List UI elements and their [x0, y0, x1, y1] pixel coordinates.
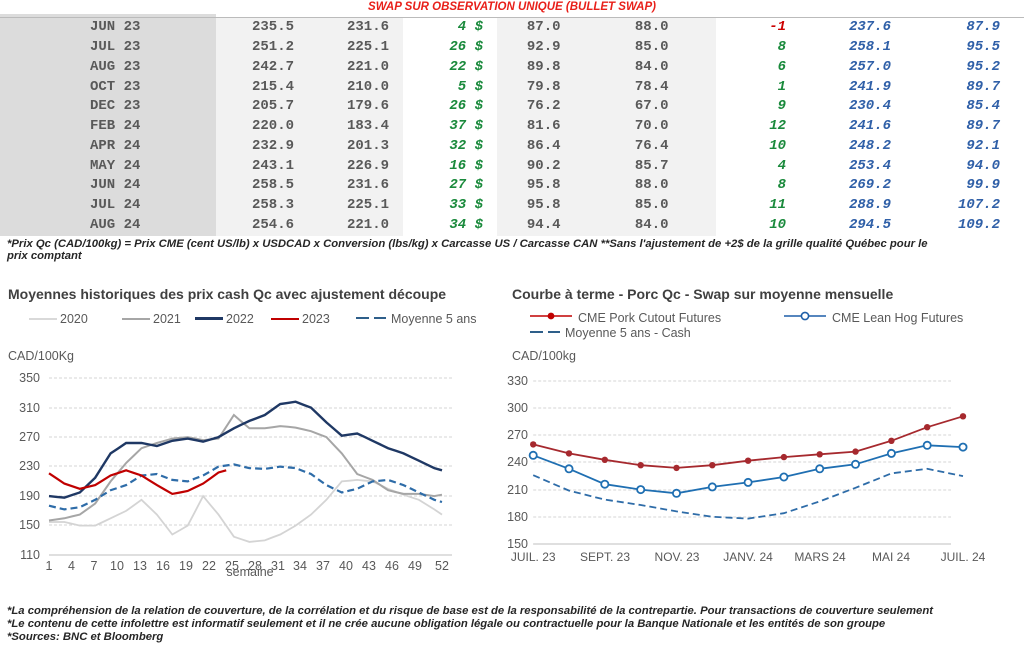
svg-text:330: 330	[507, 374, 528, 388]
svg-text:150: 150	[507, 537, 528, 551]
svg-text:JUIL. 24: JUIL. 24	[941, 550, 986, 564]
svg-text:JUIL. 23: JUIL. 23	[511, 550, 556, 564]
svg-text:180: 180	[507, 510, 528, 524]
svg-text:NOV. 23: NOV. 23	[655, 550, 700, 564]
svg-text:230: 230	[19, 459, 40, 473]
svg-text:16: 16	[156, 559, 170, 573]
svg-text:7: 7	[91, 559, 98, 573]
svg-text:190: 190	[19, 489, 40, 503]
svg-text:4: 4	[68, 559, 75, 573]
svg-text:1: 1	[46, 559, 53, 573]
svg-text:270: 270	[19, 430, 40, 444]
svg-text:150: 150	[19, 518, 40, 532]
svg-text:37: 37	[316, 559, 330, 573]
svg-text:34: 34	[293, 559, 307, 573]
svg-text:52: 52	[435, 559, 449, 573]
svg-text:13: 13	[133, 559, 147, 573]
svg-text:MARS 24: MARS 24	[794, 550, 846, 564]
svg-text:310: 310	[19, 401, 40, 415]
svg-text:210: 210	[507, 483, 528, 497]
svg-text:49: 49	[408, 559, 422, 573]
svg-text:semaine: semaine	[226, 565, 273, 579]
svg-text:MAI 24: MAI 24	[872, 550, 910, 564]
svg-text:JANV. 24: JANV. 24	[723, 550, 773, 564]
svg-text:43: 43	[362, 559, 376, 573]
svg-text:46: 46	[385, 559, 399, 573]
svg-text:22: 22	[202, 559, 216, 573]
svg-text:110: 110	[20, 548, 40, 562]
svg-text:240: 240	[507, 455, 528, 469]
svg-text:270: 270	[507, 428, 528, 442]
svg-text:350: 350	[19, 371, 40, 385]
svg-text:300: 300	[507, 401, 528, 415]
svg-text:19: 19	[179, 559, 193, 573]
svg-text:40: 40	[339, 559, 353, 573]
svg-text:10: 10	[110, 559, 124, 573]
svg-text:SEPT. 23: SEPT. 23	[580, 550, 630, 564]
